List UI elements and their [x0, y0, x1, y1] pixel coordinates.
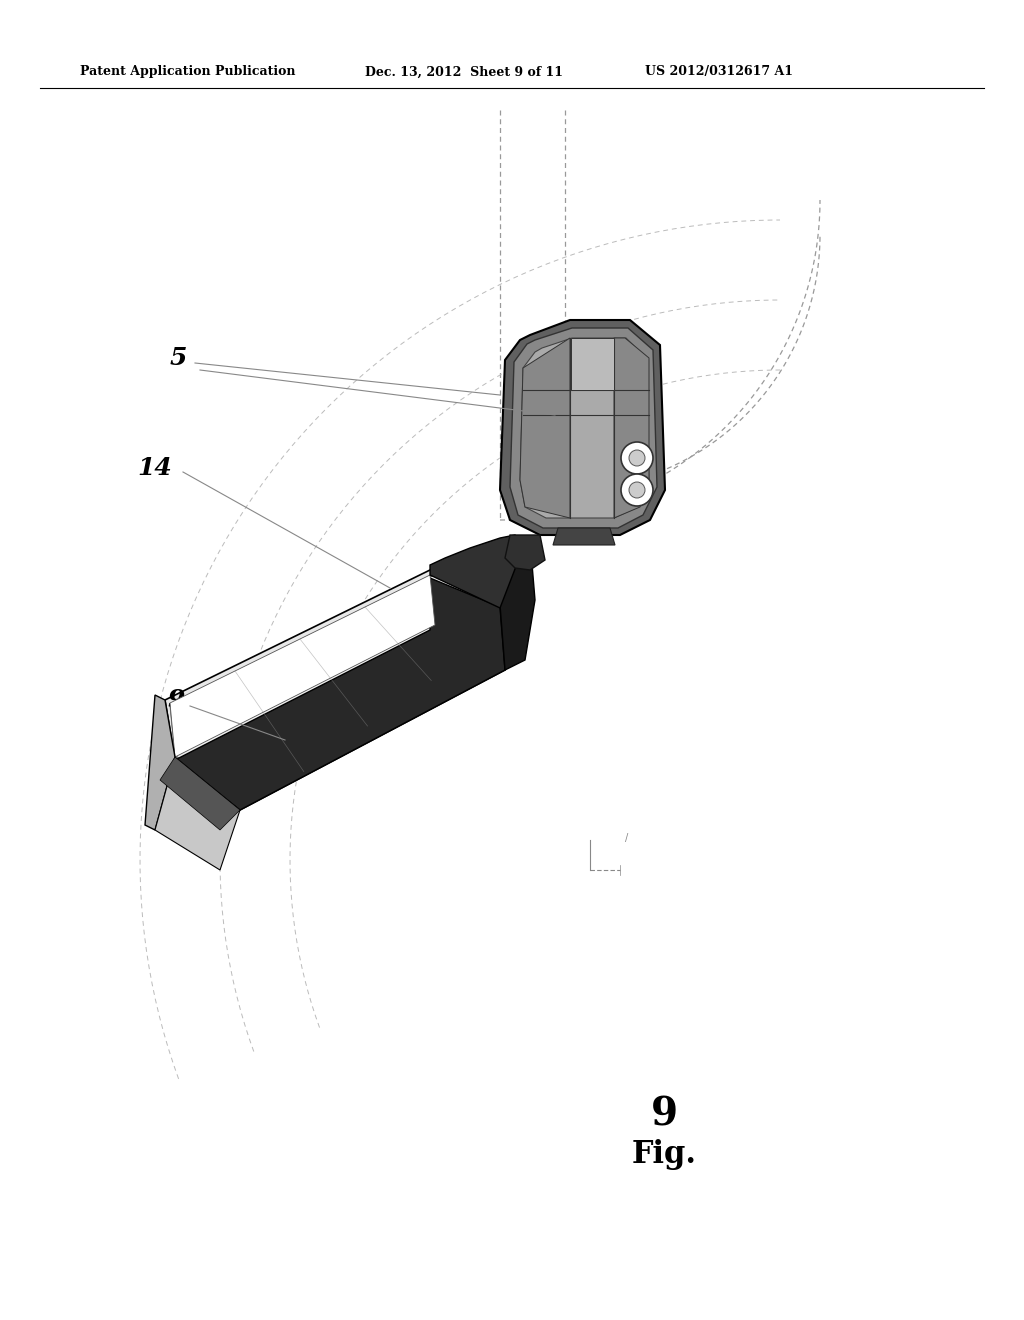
Polygon shape [553, 528, 615, 545]
Polygon shape [571, 338, 614, 389]
Polygon shape [520, 338, 570, 517]
Text: /: / [625, 833, 629, 843]
Polygon shape [155, 756, 240, 870]
Polygon shape [145, 696, 175, 830]
Polygon shape [520, 338, 649, 517]
Text: Dec. 13, 2012  Sheet 9 of 11: Dec. 13, 2012 Sheet 9 of 11 [365, 66, 563, 78]
Circle shape [629, 450, 645, 466]
Polygon shape [175, 578, 505, 810]
Polygon shape [505, 535, 545, 570]
Polygon shape [500, 319, 665, 535]
Polygon shape [500, 540, 535, 671]
Polygon shape [170, 576, 435, 756]
Text: US 2012/0312617 A1: US 2012/0312617 A1 [645, 66, 793, 78]
Polygon shape [170, 576, 497, 808]
Circle shape [621, 474, 653, 506]
Polygon shape [614, 338, 649, 517]
Text: 9: 9 [167, 688, 184, 711]
Text: 14: 14 [137, 455, 172, 480]
Circle shape [629, 482, 645, 498]
Text: Patent Application Publication: Patent Application Publication [80, 66, 296, 78]
Polygon shape [430, 535, 525, 609]
Text: Fig.: Fig. [632, 1139, 696, 1171]
Circle shape [621, 442, 653, 474]
Text: 5: 5 [169, 346, 186, 370]
Text: 9: 9 [650, 1096, 678, 1134]
Polygon shape [160, 756, 240, 830]
Polygon shape [165, 570, 505, 810]
Polygon shape [510, 327, 657, 528]
